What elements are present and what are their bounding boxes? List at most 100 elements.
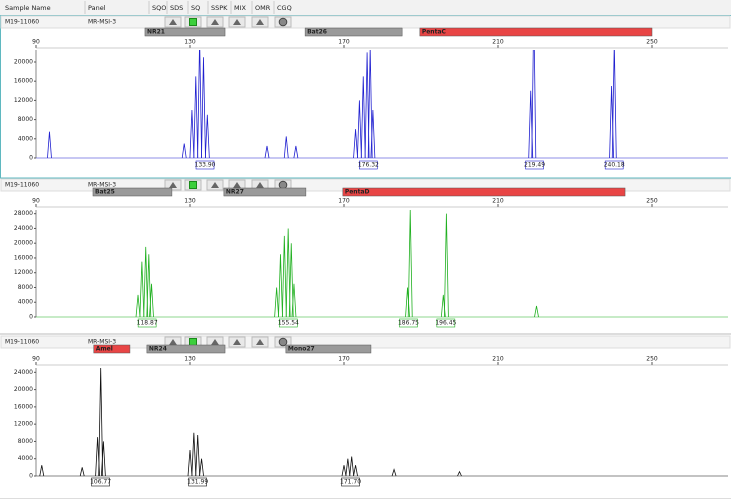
status-icon[interactable] — [278, 337, 288, 347]
peak — [444, 213, 449, 318]
column-header: OMR — [255, 4, 271, 12]
peak — [353, 465, 358, 477]
peak — [278, 254, 283, 318]
peak — [457, 470, 462, 477]
marker-bin[interactable] — [342, 187, 626, 197]
marker-label: Bat26 — [307, 29, 327, 36]
y-tick-label: 12000 — [14, 269, 33, 276]
peak-label: 106.77 — [90, 479, 111, 486]
marker-bin[interactable] — [304, 27, 403, 37]
column-header: SQ — [191, 4, 200, 12]
peak-label: 155.54 — [278, 320, 299, 327]
peak — [274, 287, 280, 318]
peak — [283, 136, 289, 159]
peak-label: 176.32 — [358, 162, 379, 169]
status-icon[interactable] — [278, 17, 288, 27]
peak-label: 219.49 — [524, 162, 545, 169]
marker-label: NR27 — [226, 189, 244, 196]
y-tick-label: 4000 — [18, 135, 33, 142]
x-tick-label: 170 — [338, 198, 350, 205]
peak — [197, 50, 203, 159]
y-tick-label: 16000 — [14, 78, 33, 85]
header-bar — [0, 0, 731, 15]
peak — [143, 246, 149, 318]
peak-label-box — [399, 318, 418, 328]
peak — [285, 228, 291, 318]
marker-bin[interactable] — [144, 27, 226, 37]
peak-label-box — [525, 160, 544, 170]
x-tick-label: 90 — [32, 198, 40, 205]
x-tick-label: 130 — [184, 356, 196, 363]
marker-bin[interactable] — [146, 344, 226, 354]
status-icon[interactable] — [211, 182, 219, 188]
y-tick-label: 16000 — [14, 254, 33, 261]
status-icon[interactable] — [256, 182, 264, 188]
peak — [349, 456, 355, 477]
y-tick-label: 0 — [29, 473, 33, 480]
status-icon[interactable] — [189, 338, 197, 346]
sample-name: M19-11060 — [5, 182, 39, 189]
status-icon[interactable] — [211, 339, 219, 345]
peak-label-box — [137, 318, 157, 328]
status-icon[interactable] — [233, 339, 241, 345]
peak — [405, 287, 410, 318]
status-icon[interactable] — [233, 182, 241, 188]
x-tick-label: 250 — [646, 198, 658, 205]
peak — [39, 465, 45, 477]
marker-label: Mono27 — [288, 346, 315, 353]
x-tick-label: 250 — [646, 39, 658, 46]
x-tick-label: 210 — [492, 356, 504, 363]
peak-label-box — [279, 318, 298, 328]
peak — [187, 450, 193, 477]
panel-name: MR-MSI-3 — [88, 339, 116, 346]
y-tick-label: 8000 — [18, 284, 33, 291]
marker-bin[interactable] — [285, 344, 372, 354]
x-tick-label: 90 — [32, 356, 40, 363]
peak — [367, 50, 373, 159]
status-icon[interactable] — [169, 182, 177, 188]
peak-label-box — [359, 160, 378, 170]
marker-label: NR21 — [147, 29, 165, 36]
peak-label: 133.90 — [195, 162, 216, 169]
peak — [146, 254, 152, 318]
y-tick-label: 8000 — [18, 438, 33, 445]
peak — [199, 458, 204, 477]
peak — [391, 468, 397, 477]
status-icon[interactable] — [278, 180, 288, 190]
peak — [264, 145, 270, 159]
column-header: Panel — [88, 4, 106, 12]
peak — [357, 100, 362, 159]
y-tick-label: 4000 — [18, 455, 33, 462]
peak — [201, 57, 206, 159]
peak-label: 240.18 — [604, 162, 625, 169]
status-icon[interactable] — [189, 18, 197, 26]
peak-label: 186.75 — [398, 320, 419, 327]
peak — [293, 145, 299, 159]
status-icon[interactable] — [169, 19, 177, 25]
x-tick-label: 250 — [646, 356, 658, 363]
marker-label: PentaC — [422, 29, 447, 36]
peak — [341, 465, 347, 477]
y-tick-label: 0 — [29, 314, 33, 321]
y-tick-label: 16000 — [14, 403, 33, 410]
y-tick-label: 20000 — [14, 386, 33, 393]
y-tick-label: 24000 — [14, 225, 33, 232]
marker-bin[interactable] — [419, 27, 653, 37]
peak — [191, 432, 197, 477]
status-icon[interactable] — [256, 339, 264, 345]
status-icon[interactable] — [169, 339, 177, 345]
x-tick-label: 210 — [492, 39, 504, 46]
peak — [135, 294, 141, 318]
marker-bin[interactable] — [93, 344, 131, 354]
marker-bin[interactable] — [223, 187, 307, 197]
marker-bin[interactable] — [92, 187, 173, 197]
panel-name: MR-MSI-3 — [88, 182, 116, 189]
peak — [288, 243, 294, 318]
status-icon[interactable] — [233, 19, 241, 25]
column-header: SQO — [152, 4, 166, 12]
status-icon[interactable] — [189, 181, 197, 189]
column-header: Sample Name — [5, 4, 51, 12]
y-tick-label: 28000 — [14, 210, 33, 217]
status-icon[interactable] — [256, 19, 264, 25]
status-icon[interactable] — [211, 19, 219, 25]
